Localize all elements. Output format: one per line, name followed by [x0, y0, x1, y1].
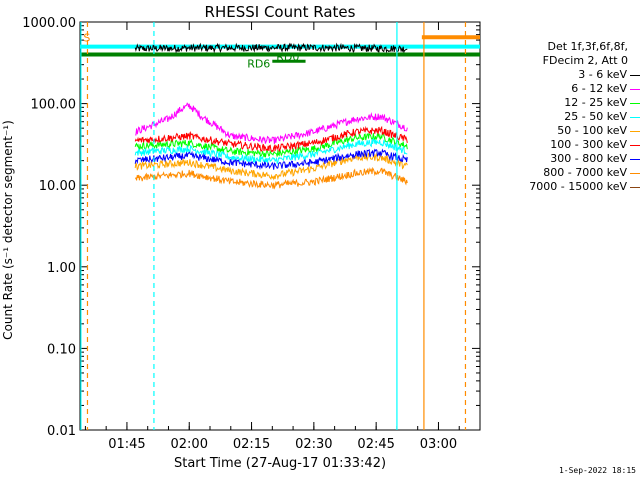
legend-label: 300 - 800 keV	[550, 152, 627, 165]
legend-label: 7000 - 15000 keV	[529, 180, 627, 193]
series-line	[134, 152, 408, 181]
legend-swatch	[630, 144, 640, 146]
y-tick-label: 1000.00	[22, 16, 76, 31]
legend-label: 25 - 50 keV	[564, 110, 627, 123]
legend-entry: 300 - 800 keV	[480, 152, 640, 166]
series-line	[134, 166, 408, 190]
legend-entry: 6 - 12 keV	[480, 82, 640, 96]
legend-swatch	[630, 158, 640, 160]
legend-swatch	[630, 88, 640, 90]
x-tick-label: 02:15	[233, 437, 270, 452]
x-tick-label: 02:45	[357, 437, 394, 452]
x-tick-label: 02:00	[171, 437, 208, 452]
legend-label: 100 - 300 keV	[550, 138, 627, 151]
series-line	[135, 102, 408, 145]
x-axis-label: Start Time (27-Aug-17 01:33:42)	[174, 456, 386, 471]
y-tick-label: 0.01	[47, 424, 76, 439]
y-tick-label: 1.00	[47, 261, 76, 276]
annotation-label: RD6	[247, 57, 270, 70]
series-line	[134, 125, 408, 153]
series-line	[134, 148, 408, 171]
series-line	[134, 132, 408, 159]
legend-entry: 50 - 100 keV	[480, 124, 640, 138]
y-tick-label: 100.00	[31, 98, 77, 113]
x-tick-label: 03:00	[420, 437, 457, 452]
legend-entry: 7000 - 15000 keV	[480, 180, 640, 194]
legend-swatch	[630, 130, 640, 132]
legend-swatch	[630, 102, 640, 104]
legend-rows: 3 - 6 keV 6 - 12 keV 12 - 25 keV 25 - 50 ke…	[480, 68, 640, 194]
y-tick-label: 10.00	[39, 179, 76, 194]
legend-label: 50 - 100 keV	[557, 124, 627, 137]
x-tick-label: 02:30	[295, 437, 332, 452]
x-tick-label: 01:45	[108, 437, 145, 452]
legend-swatch	[630, 116, 640, 118]
legend-entry: 12 - 25 keV	[480, 96, 640, 110]
legend-entry: 800 - 7000 keV	[480, 166, 640, 180]
legend-entry: 3 - 6 keV	[480, 68, 640, 82]
y-tick-label: 0.10	[47, 342, 76, 357]
annotation-label: RD0	[276, 50, 299, 63]
chart-title: RHESSI Count Rates	[205, 3, 356, 21]
legend-label: 3 - 6 keV	[578, 68, 627, 81]
series-line	[134, 137, 408, 165]
legend-label: 800 - 7000 keV	[543, 166, 627, 179]
legend-swatch	[630, 172, 640, 174]
plot-area: 0.01 0.10 1.00 10.00 100.00 1000.00 01:45 02:00…	[22, 16, 481, 452]
series-line	[134, 42, 408, 54]
legend-label: 12 - 25 keV	[564, 96, 627, 109]
legend-swatch	[630, 186, 640, 188]
legend-swatch	[630, 74, 640, 76]
legend: Det 1f,3f,6f,8f, FDecim 2, Att 0 3 - 6 k…	[480, 40, 640, 194]
legend-label: 6 - 12 keV	[571, 82, 627, 95]
legend-header-line-1: Det 1f,3f,6f,8f,	[547, 40, 628, 53]
timestamp: 1-Sep-2022 18:15	[558, 466, 636, 475]
y-axis-label: Count Rate (s⁻¹ detector segment⁻¹)	[1, 120, 15, 340]
legend-header-line-2: FDecim 2, Att 0	[542, 54, 628, 67]
annotation-label: S	[83, 31, 90, 44]
legend-entry: 25 - 50 keV	[480, 110, 640, 124]
legend-entry: 100 - 300 keV	[480, 138, 640, 152]
plot-frame	[79, 21, 481, 431]
